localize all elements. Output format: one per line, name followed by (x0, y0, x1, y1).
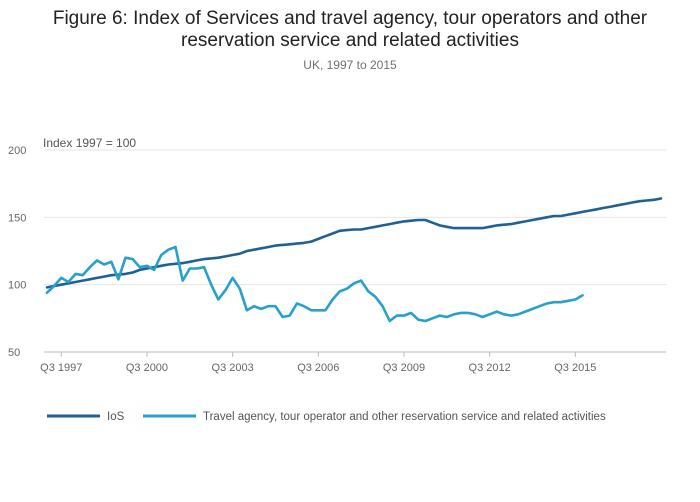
x-tick-label: Q3 2015 (554, 362, 596, 374)
x-tick-label: Q3 2006 (297, 362, 339, 374)
chart-title-line-2: reservation service and related activiti… (181, 30, 519, 51)
legend-item-ios[interactable]: IoS (47, 411, 125, 423)
x-tick-label: Q3 2000 (126, 362, 168, 374)
series-layer (45, 197, 663, 323)
chart-title-line-1: Figure 6: Index of Services and travel a… (52, 8, 648, 29)
grid-layer (44, 149, 666, 286)
chart-title: Figure 6: Index of Services and travel a… (0, 8, 700, 52)
y-tick-label: 200 (8, 145, 26, 157)
x-tick-label: Q3 1997 (40, 362, 82, 374)
x-tick-label: Q3 2009 (383, 362, 425, 374)
y-tick-label: 150 (8, 212, 26, 224)
legend-item-travel-agency[interactable]: Travel agency, tour operator and other r… (143, 411, 606, 423)
legend[interactable]: IoS Travel agency, tour operator and othe… (47, 411, 606, 423)
y-tick-label: 100 (8, 280, 26, 292)
axis-layer: 50 100 150 200 Q3 1997 Q3 2000 Q3 2003 Q3 2006 Q… (8, 145, 666, 374)
x-tick-label: Q3 2012 (469, 362, 511, 374)
x-tick-label: Q3 2003 (212, 362, 254, 374)
y-tick-label: 50 (8, 347, 20, 359)
legend-label: Travel agency, tour operator and other r… (203, 411, 606, 423)
series-line-travel-agency (45, 245, 584, 323)
chart-subtitle: UK, 1997 to 2015 (303, 58, 397, 72)
series-line-ios (45, 197, 663, 289)
y-axis-label: Index 1997 = 100 (43, 136, 136, 150)
legend-label: IoS (107, 411, 125, 423)
